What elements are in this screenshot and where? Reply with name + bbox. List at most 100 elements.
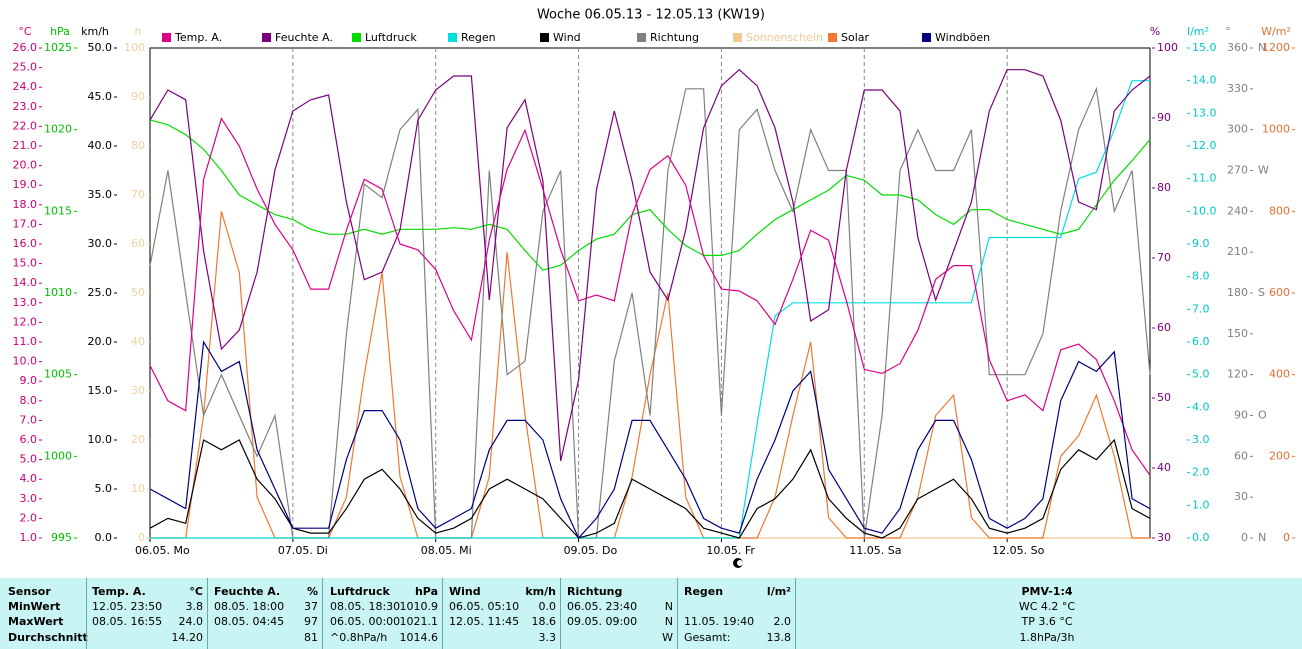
axis-unit: hPa bbox=[50, 25, 70, 38]
y-tick-label: 0.0 bbox=[1192, 531, 1210, 544]
compass-label: O bbox=[1258, 409, 1267, 422]
y-tick-label: 180 bbox=[1227, 286, 1248, 299]
y-tick-label: 10 bbox=[131, 482, 145, 495]
y-tick-label: 4.0 bbox=[20, 472, 38, 485]
legend-swatch bbox=[262, 33, 271, 42]
y-tick-label: 15.0 bbox=[13, 257, 38, 270]
cell-value: 3.8 bbox=[185, 600, 204, 613]
y-tick-label: 70 bbox=[131, 188, 145, 201]
y-tick-label: 2.0 bbox=[20, 511, 38, 524]
y-tick-label: 15.0 bbox=[1192, 41, 1217, 54]
cell-value: 1014.6 bbox=[399, 631, 439, 644]
sep bbox=[86, 578, 87, 649]
y-tick-label: 1020 bbox=[44, 123, 72, 136]
group-name: Feuchte A. bbox=[214, 585, 281, 598]
y-tick-label: 1025 bbox=[44, 41, 72, 54]
sensor-header: Sensor bbox=[8, 585, 51, 598]
group-name: Richtung bbox=[567, 585, 623, 598]
legend-label: Feuchte A. bbox=[275, 31, 333, 44]
y-tick-label: 1000 bbox=[44, 449, 72, 462]
y-tick-label: 60 bbox=[1234, 449, 1248, 462]
y-tick-label: 1015 bbox=[44, 204, 72, 217]
group-name: Regen bbox=[684, 585, 724, 598]
y-tick-label: 600 bbox=[1269, 286, 1290, 299]
y-tick-label: 16.0 bbox=[13, 237, 38, 250]
group-unit: hPa bbox=[414, 585, 438, 598]
cell-time: 06.05. 23:40 bbox=[567, 600, 638, 613]
y-tick-label: 21.0 bbox=[13, 139, 38, 152]
sep bbox=[560, 578, 561, 649]
cell-time: 06.05. 00:00 bbox=[330, 615, 401, 628]
y-tick-label: 6.0 bbox=[20, 433, 38, 446]
y-tick-label: 50.0 bbox=[88, 41, 113, 54]
y-tick-label: 0.0 bbox=[95, 531, 113, 544]
compass-label: S bbox=[1258, 286, 1265, 299]
group-unit: km/h bbox=[525, 585, 556, 598]
y-tick-label: 35.0 bbox=[88, 188, 113, 201]
row-label: MinWert bbox=[8, 600, 61, 613]
y-tick-label: 30 bbox=[131, 384, 145, 397]
legend-label: Luftdruck bbox=[365, 31, 417, 44]
y-tick-label: 30.0 bbox=[88, 237, 113, 250]
y-tick-label: 240 bbox=[1227, 204, 1248, 217]
cell-value: 97 bbox=[304, 615, 318, 628]
y-tick-label: 25.0 bbox=[13, 61, 38, 74]
y-tick-label: 25.0 bbox=[88, 286, 113, 299]
y-tick-label: 3.0 bbox=[1192, 433, 1210, 446]
axis-unit: W/m² bbox=[1261, 25, 1291, 38]
x-tick-label: 09.05. Do bbox=[564, 544, 618, 557]
x-tick-label: 10.05. Fr bbox=[706, 544, 755, 557]
y-tick-label: 20 bbox=[131, 433, 145, 446]
y-tick-label: 8.0 bbox=[20, 394, 38, 407]
cell-time: 12.05. 23:50 bbox=[92, 600, 163, 613]
x-tick-label: 11.05. Sa bbox=[849, 544, 901, 557]
y-tick-label: 80 bbox=[131, 139, 145, 152]
y-tick-label: 70 bbox=[1157, 251, 1171, 264]
y-tick-label: 8.0 bbox=[1192, 270, 1210, 283]
pmv-line: 1.8hPa/3h bbox=[1019, 631, 1075, 644]
legend-swatch bbox=[637, 33, 646, 42]
y-tick-label: 11.0 bbox=[1192, 172, 1217, 185]
axis-unit: l/m² bbox=[1187, 25, 1209, 38]
y-tick-label: 14.0 bbox=[1192, 74, 1217, 87]
y-tick-label: 12.0 bbox=[1192, 139, 1217, 152]
y-tick-label: 0 bbox=[1283, 531, 1290, 544]
stats-table: Sensor MinWert MaxWert Durchschnitt Temp. A.… bbox=[0, 578, 1302, 649]
y-tick-label: 5.0 bbox=[95, 482, 113, 495]
sep bbox=[795, 578, 796, 649]
axis-unit: km/h bbox=[81, 25, 109, 38]
y-tick-label: 90 bbox=[131, 90, 145, 103]
cell-value: 1021.1 bbox=[399, 615, 439, 628]
cell-time: 11.05. 19:40 bbox=[684, 615, 755, 628]
y-tick-label: 17.0 bbox=[13, 217, 38, 230]
cell-value: 14.20 bbox=[171, 631, 204, 644]
y-tick-label: 360 bbox=[1227, 41, 1248, 54]
cell-value: 13.8 bbox=[766, 631, 792, 644]
legend-swatch bbox=[162, 33, 171, 42]
cell-value: 18.6 bbox=[531, 615, 557, 628]
y-tick-label: 26.0 bbox=[13, 41, 38, 54]
y-tick-label: 20.0 bbox=[13, 159, 38, 172]
legend-label: Richtung bbox=[650, 31, 699, 44]
y-tick-label: 9.0 bbox=[1192, 237, 1210, 250]
y-tick-label: 2.0 bbox=[1192, 466, 1210, 479]
pmv-line: WC 4.2 °C bbox=[1018, 600, 1076, 613]
y-tick-label: 40.0 bbox=[88, 139, 113, 152]
y-tick-label: 5.0 bbox=[1192, 368, 1210, 381]
y-tick-label: 1.0 bbox=[20, 531, 38, 544]
cell-time: 09.05. 09:00 bbox=[567, 615, 638, 628]
cell-value: 24.0 bbox=[178, 615, 204, 628]
y-tick-label: 1200 bbox=[1262, 41, 1290, 54]
axis-unit: °C bbox=[18, 25, 32, 38]
y-tick-label: 12.0 bbox=[13, 315, 38, 328]
y-tick-label: 9.0 bbox=[20, 374, 38, 387]
legend-swatch bbox=[733, 33, 742, 42]
sep bbox=[677, 578, 678, 649]
y-tick-label: 15.0 bbox=[88, 384, 113, 397]
chart-title: Woche 06.05.13 - 12.05.13 (KW19) bbox=[537, 8, 765, 23]
y-tick-label: 30 bbox=[1157, 531, 1171, 544]
cell-time: 08.05. 18:00 bbox=[214, 600, 285, 613]
y-tick-label: 22.0 bbox=[13, 119, 38, 132]
y-tick-label: 50 bbox=[1157, 391, 1171, 404]
y-tick-label: 1005 bbox=[44, 368, 72, 381]
